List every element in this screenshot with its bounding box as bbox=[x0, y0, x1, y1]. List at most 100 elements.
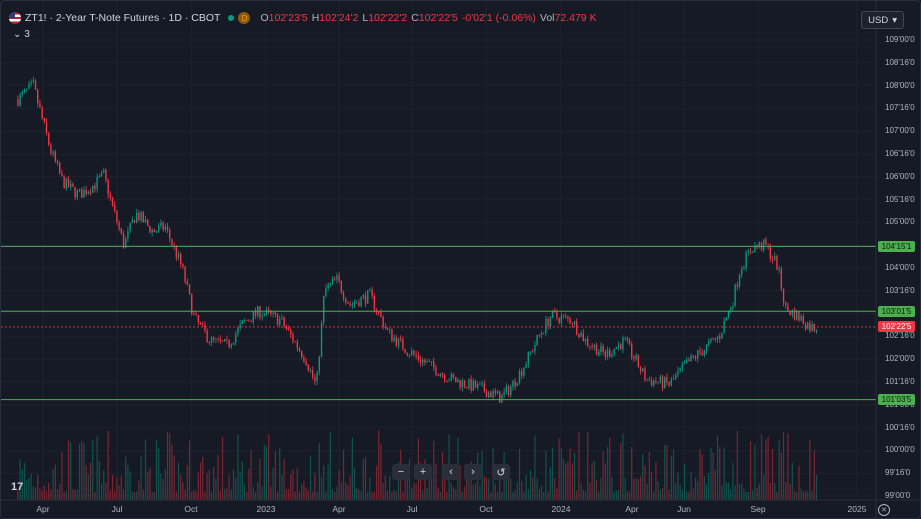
volume-bar bbox=[276, 491, 279, 500]
candle-body bbox=[136, 212, 138, 223]
candle-body bbox=[692, 355, 695, 357]
volume-bar bbox=[56, 489, 59, 500]
indicators-toggle[interactable]: ⌄ 3 bbox=[9, 28, 34, 41]
candle-body bbox=[76, 190, 79, 198]
candle-body bbox=[296, 341, 299, 349]
volume-bar bbox=[358, 489, 360, 500]
volume-bar bbox=[329, 432, 331, 500]
volume-bar bbox=[809, 439, 811, 500]
volume-bar bbox=[336, 487, 338, 500]
settings-icon[interactable]: ✕ bbox=[878, 504, 890, 516]
candle-body bbox=[153, 229, 156, 233]
volume-bar bbox=[725, 482, 727, 500]
candle-body bbox=[217, 338, 219, 340]
volume-bar bbox=[224, 488, 226, 500]
candle-body bbox=[140, 212, 142, 221]
candle-body bbox=[127, 230, 129, 239]
scroll-right-button[interactable]: › bbox=[464, 464, 482, 480]
candle-body bbox=[699, 350, 701, 353]
candle-body bbox=[510, 387, 512, 396]
volume-bar bbox=[516, 481, 518, 500]
candle-body bbox=[600, 345, 602, 353]
candle-body bbox=[615, 347, 618, 349]
volume-bar bbox=[397, 461, 400, 500]
candle-body bbox=[193, 314, 195, 315]
candle-body bbox=[369, 289, 371, 291]
volume-bar bbox=[243, 484, 246, 500]
candle-body bbox=[252, 311, 255, 323]
delayed-badge[interactable]: D bbox=[238, 12, 251, 24]
scroll-left-button[interactable]: ‹ bbox=[442, 464, 460, 480]
candle-body bbox=[628, 339, 631, 344]
candle-body bbox=[626, 337, 629, 340]
volume-bar bbox=[732, 462, 734, 500]
volume-bar bbox=[598, 491, 600, 500]
candle-body bbox=[298, 348, 301, 351]
volume-bar bbox=[61, 452, 63, 500]
candle-body bbox=[87, 191, 90, 194]
volume-bar bbox=[215, 478, 217, 500]
volume-bar bbox=[787, 433, 789, 500]
volume-bar bbox=[584, 490, 587, 500]
candle-body bbox=[116, 210, 118, 223]
candle-body bbox=[551, 310, 554, 318]
volume-bar bbox=[43, 486, 45, 500]
volume-bar bbox=[419, 462, 422, 500]
volume-bar bbox=[263, 445, 265, 500]
symbol-title[interactable]: ZT1! · 2-Year T-Note Futures · 1D · CBOT bbox=[25, 12, 221, 24]
volume-bar bbox=[320, 476, 323, 500]
candle-body bbox=[206, 330, 208, 343]
candle-body bbox=[276, 314, 279, 325]
reset-chart-button[interactable]: ↺ bbox=[492, 464, 510, 480]
volume-bar bbox=[246, 491, 248, 500]
candle-body bbox=[114, 204, 116, 211]
symbol-legend: ZT1! · 2-Year T-Note Futures · 1D · CBOT… bbox=[9, 9, 597, 27]
volume-bar bbox=[116, 477, 118, 500]
volume-bar bbox=[518, 448, 521, 500]
time-axis-label: Oct bbox=[184, 504, 198, 514]
candle-body bbox=[340, 281, 343, 293]
volume-bar bbox=[716, 435, 719, 500]
volume-bar bbox=[745, 491, 747, 500]
volume-bar bbox=[741, 483, 743, 500]
candle-body bbox=[763, 239, 765, 251]
level-price-tag: 101'03'5 bbox=[878, 394, 915, 406]
volume-bar bbox=[217, 455, 219, 500]
currency-select[interactable]: USD ▾ bbox=[861, 11, 904, 29]
candle-body bbox=[23, 89, 26, 93]
candle-body bbox=[778, 268, 780, 270]
zoom-in-button[interactable]: + bbox=[414, 464, 432, 480]
volume-bar bbox=[232, 469, 235, 500]
volume-bar bbox=[160, 473, 162, 500]
level-price-tag: 104'15'1 bbox=[878, 240, 915, 252]
volume-bar bbox=[769, 482, 771, 500]
candle-body bbox=[470, 378, 472, 391]
candle-body bbox=[228, 339, 230, 347]
change-value: -0'02'1 (-0.06%) bbox=[461, 12, 536, 24]
candle-body bbox=[78, 189, 81, 191]
candle-body bbox=[435, 367, 437, 375]
candle-body bbox=[483, 383, 486, 392]
volume-bar bbox=[136, 491, 138, 500]
volume-bar bbox=[455, 489, 457, 500]
candle-body bbox=[798, 311, 800, 321]
candle-body bbox=[391, 329, 393, 341]
candle-body bbox=[371, 289, 373, 296]
candle-body bbox=[19, 94, 21, 106]
candle-body bbox=[34, 80, 37, 90]
volume-bar bbox=[606, 447, 609, 500]
candle-body bbox=[169, 229, 171, 239]
volume-bar bbox=[501, 491, 503, 500]
candle-body bbox=[210, 337, 213, 343]
volume-bar bbox=[96, 436, 98, 500]
zoom-out-button[interactable]: − bbox=[392, 464, 410, 480]
price-axis-label: 102'16'0 bbox=[885, 331, 915, 341]
price-axis-label: 99'16'0 bbox=[885, 468, 911, 478]
candle-body bbox=[109, 194, 112, 198]
candle-body bbox=[758, 242, 761, 248]
volume-bar bbox=[395, 491, 397, 500]
volume-bar bbox=[360, 491, 362, 500]
tradingview-logo[interactable]: 17 bbox=[11, 481, 24, 493]
